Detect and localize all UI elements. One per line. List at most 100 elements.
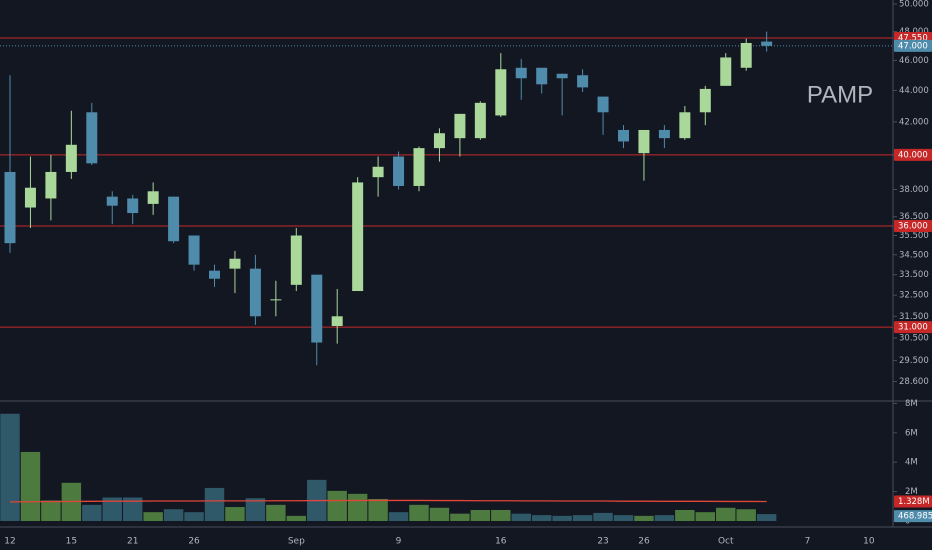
volume-bar [716, 507, 736, 521]
candle-body [577, 75, 589, 88]
volume-tick-label: 8M [905, 399, 918, 409]
candle-body [658, 129, 670, 139]
candle-body [454, 113, 466, 139]
volume-bar [634, 515, 654, 521]
volume-bar [593, 512, 613, 521]
volume-bar [572, 515, 593, 521]
volume-bar [163, 509, 184, 521]
volume-bar [204, 487, 225, 521]
volume-bar [41, 500, 61, 521]
volume-tick-label: 2M [905, 487, 918, 497]
x-tick-label: 10 [863, 537, 875, 547]
y-tick-label: 36.500 [899, 212, 929, 222]
candle-body [45, 171, 57, 199]
candle-body [24, 187, 36, 208]
candle-body [331, 316, 343, 327]
volume-ma-label: 1.328M [898, 497, 930, 507]
candle-body [393, 156, 405, 186]
volume-bar [409, 504, 429, 521]
volume-bar [143, 512, 163, 521]
volume-tick-label: 4M [905, 458, 918, 468]
candle-body [515, 67, 527, 79]
candle-body [720, 57, 732, 86]
volume-bar [368, 498, 388, 521]
volume-last-box [894, 510, 932, 523]
candle-body [188, 235, 200, 265]
candle-body [127, 198, 139, 214]
volume-tick-label: 6M [905, 428, 918, 438]
x-tick-label: 26 [638, 537, 650, 547]
candle-body [556, 73, 568, 79]
candle-body [352, 182, 364, 292]
x-tick-label: 12 [4, 537, 15, 547]
y-tick-label: 30.500 [899, 334, 929, 344]
volume-bar [266, 504, 286, 521]
y-tick-label: 29.500 [899, 356, 929, 366]
candle-body [597, 96, 609, 113]
volume-bar [184, 512, 204, 521]
volume-bar [470, 509, 491, 521]
volume-bar [429, 507, 450, 521]
volume-bar [450, 513, 470, 521]
volume-bar [347, 493, 368, 521]
volume-bar [511, 513, 531, 521]
y-tick-label: 35.500 [899, 231, 929, 241]
volume-bar [756, 514, 777, 521]
y-tick-label: 34.500 [899, 250, 929, 260]
volume-bar [552, 515, 572, 521]
volume-bar [327, 490, 347, 521]
candle-body [699, 88, 711, 113]
y-tick-label: 28.600 [899, 377, 929, 387]
volume-bar [654, 515, 675, 521]
x-tick-label: 15 [66, 537, 77, 547]
candle-body [86, 112, 98, 164]
candle-body [311, 274, 323, 343]
y-tick-label: 32.500 [899, 291, 929, 301]
candle-body [740, 42, 752, 68]
candle-body [229, 258, 241, 269]
candle-body [209, 270, 220, 279]
candle-body [290, 235, 302, 285]
x-tick-label: 21 [127, 537, 138, 547]
candle-body [413, 148, 425, 186]
candle-body [65, 144, 77, 172]
volume-bar [675, 509, 695, 521]
y-tick-label: 42.000 [899, 117, 929, 127]
level-box [894, 220, 932, 233]
candle-body [638, 129, 650, 154]
level-label: 31.000 [898, 323, 928, 333]
x-tick-label: Sep [288, 537, 305, 547]
candle-body [618, 129, 629, 142]
candle-body [249, 268, 261, 317]
candle-body [372, 166, 384, 178]
volume-ma-line [9, 499, 767, 503]
x-tick-label: 7 [805, 537, 811, 547]
volume-bar [0, 413, 20, 521]
candle-body [761, 41, 773, 46]
axes: 50.00048.00046.00044.00042.00040.00038.0… [4, 0, 932, 547]
level-box [894, 321, 932, 334]
volume-bar [225, 507, 245, 521]
candle-body [679, 112, 691, 139]
y-tick-label: 50.000 [899, 0, 929, 10]
x-tick-label: 23 [597, 537, 608, 547]
candle-body [536, 67, 548, 85]
volume-bar [613, 515, 634, 521]
y-tick-label: 33.500 [899, 270, 929, 280]
y-tick-label: 31.500 [899, 312, 929, 322]
volume-bar [245, 498, 266, 521]
volume-bar [388, 512, 409, 521]
volume-bar [531, 515, 552, 521]
volume-bar [286, 515, 307, 521]
level-box [894, 148, 932, 161]
volume-bar [736, 509, 756, 521]
candle-body [474, 102, 486, 139]
x-tick-label: Oct [718, 537, 734, 547]
candle-body [433, 133, 445, 149]
level-label: 40.000 [898, 150, 928, 160]
candle-body [168, 196, 180, 242]
volume-bar [20, 451, 41, 521]
